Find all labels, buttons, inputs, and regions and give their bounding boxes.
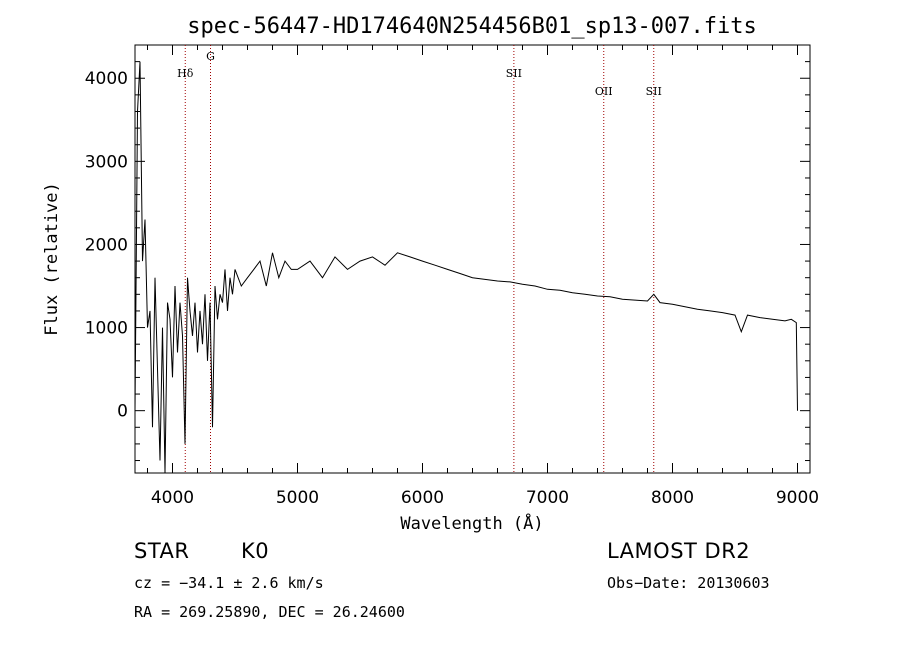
survey-name: LAMOST DR2 bbox=[607, 539, 751, 563]
y-axis-label: Flux (relative) bbox=[42, 182, 62, 336]
object-class: STAR bbox=[134, 539, 190, 563]
x-tick-label: 4000 bbox=[151, 488, 194, 508]
spectrum-figure: spec-56447-HD174640N254456B01_sp13-007.f… bbox=[42, 14, 819, 534]
x-tick-label: 9000 bbox=[776, 488, 819, 508]
x-axis-label: Wavelength (Å) bbox=[400, 512, 543, 534]
y-tick-label: 2000 bbox=[85, 235, 128, 255]
spectral-line-label: SII bbox=[646, 85, 662, 98]
x-tick-label: 6000 bbox=[401, 488, 444, 508]
x-tick-label: 5000 bbox=[276, 488, 319, 508]
plot-frame bbox=[134, 44, 811, 474]
spectral-line-label: Hδ bbox=[177, 67, 194, 80]
spectral-line-label: OII bbox=[595, 85, 613, 98]
y-tick-label: 4000 bbox=[85, 69, 128, 89]
object-subclass: K0 bbox=[241, 539, 270, 563]
x-tick-label: 8000 bbox=[651, 488, 694, 508]
y-tick-label: 1000 bbox=[85, 319, 128, 339]
y-tick-label: 0 bbox=[117, 402, 128, 422]
chart-title: spec-56447-HD174640N254456B01_sp13-007.f… bbox=[187, 14, 757, 39]
spectrum-line bbox=[134, 61, 798, 474]
plot-area: 4000 5000 6000 7000 8000 9000 0 1000 2000 3000 400… bbox=[85, 44, 819, 508]
redshift-velocity: cz = −34.1 ± 2.6 km/s bbox=[134, 574, 324, 592]
spectral-line-label: G bbox=[206, 50, 215, 63]
spectral-line-label: SII bbox=[506, 67, 522, 80]
ra-dec: RA = 269.25890, DEC = 26.24600 bbox=[134, 603, 405, 621]
x-tick-label: 7000 bbox=[526, 488, 569, 508]
observation-date: Obs−Date: 20130603 bbox=[607, 574, 770, 592]
y-tick-label: 3000 bbox=[85, 152, 128, 172]
